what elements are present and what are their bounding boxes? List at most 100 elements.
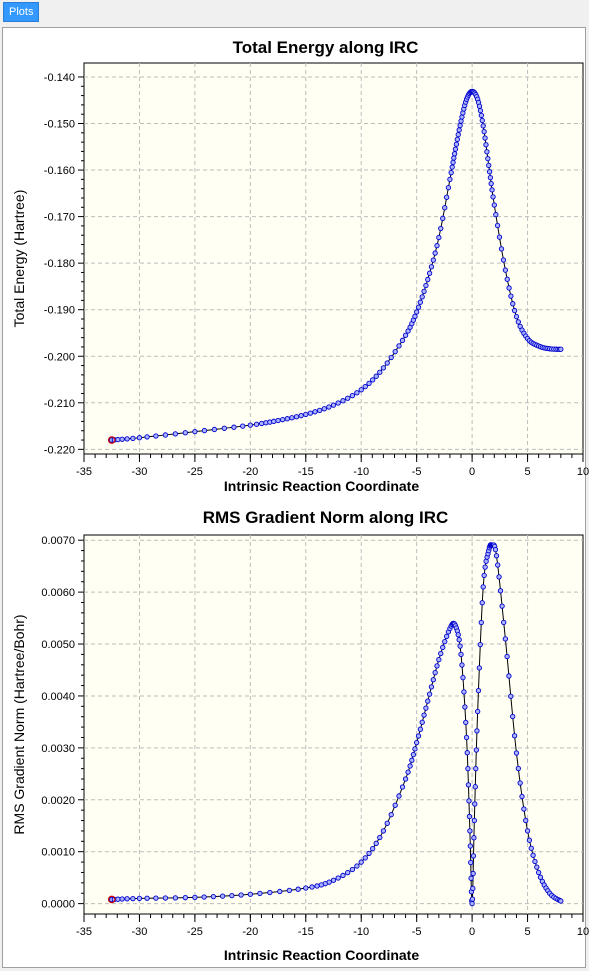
data-point (477, 107, 484, 114)
y-tick-label: -0.150 (44, 119, 75, 131)
data-point (275, 417, 281, 424)
x-tick-label: -25 (187, 466, 203, 478)
data-point (370, 377, 376, 383)
data-point (496, 234, 503, 240)
data-point (412, 313, 418, 319)
data-point (172, 431, 179, 437)
data-point (494, 222, 501, 229)
data-point (358, 387, 364, 393)
data-point (415, 304, 422, 310)
y-tick-label: 0.0040 (41, 691, 75, 703)
data-point (345, 395, 351, 401)
data-point (192, 429, 198, 435)
data-point (349, 866, 356, 873)
data-point (451, 155, 457, 161)
data-point (465, 765, 471, 772)
data-point (362, 855, 368, 861)
data-point (442, 205, 448, 211)
tab-plots[interactable]: Plots (3, 2, 40, 22)
data-point (434, 242, 440, 249)
data-point (211, 426, 218, 433)
data-point (510, 713, 516, 720)
x-tick-label: -15 (298, 466, 314, 478)
x-tick-label: 10 (577, 926, 589, 938)
data-point (558, 898, 564, 904)
data-point (426, 270, 433, 276)
chart-2: RMS Gradient Norm along IRC -35 -30 -25 -20 -… (11, 508, 589, 963)
data-point (455, 632, 461, 638)
data-point (469, 896, 476, 902)
data-point (454, 136, 460, 143)
data-point (495, 562, 501, 568)
data-point (456, 637, 462, 643)
data-point (490, 194, 496, 200)
x-tick-label: -35 (76, 466, 92, 478)
data-point (496, 574, 502, 580)
data-point (468, 875, 474, 881)
chart-1: Total Energy along IRC -35 -30 -25 -20 -15 -10… (11, 38, 589, 494)
data-point (289, 415, 295, 421)
data-point (483, 142, 489, 148)
data-point (467, 843, 473, 849)
data-point (451, 151, 458, 157)
data-point (307, 410, 314, 416)
data-point (457, 643, 463, 649)
data-point (438, 650, 444, 657)
tab-bar: Plots (0, 0, 589, 24)
data-point (443, 633, 450, 639)
data-point (443, 194, 450, 200)
data-point (417, 726, 424, 732)
data-point (399, 337, 406, 343)
data-point (428, 684, 435, 690)
data-point (335, 875, 341, 881)
data-point (506, 285, 512, 291)
data-point (466, 798, 472, 804)
data-point (419, 719, 425, 725)
data-point (472, 801, 478, 807)
data-point (314, 883, 320, 889)
data-point (502, 267, 509, 273)
data-point (515, 319, 521, 325)
data-point (271, 418, 277, 424)
data-point (440, 644, 446, 651)
y-tick-label: -0.220 (44, 444, 75, 456)
data-point (455, 131, 461, 138)
data-point (497, 588, 504, 594)
data-point (480, 123, 486, 129)
data-point (493, 553, 500, 559)
chart-title: RMS Gradient Norm along IRC (203, 508, 449, 527)
data-point (530, 852, 536, 858)
data-point (388, 811, 394, 818)
data-point (535, 869, 542, 876)
data-point (136, 435, 143, 441)
data-point (508, 293, 514, 299)
data-point (482, 135, 488, 141)
data-point (515, 765, 521, 772)
data-point (280, 416, 286, 423)
data-point (405, 769, 411, 775)
data-point (402, 332, 409, 338)
data-point (474, 728, 480, 734)
x-tick-label: -15 (298, 926, 314, 938)
data-point (447, 176, 453, 183)
data-point (491, 202, 497, 208)
data-point (238, 892, 244, 898)
data-point (483, 558, 489, 564)
data-point (115, 896, 121, 902)
y-tick-label: 0.0070 (41, 535, 75, 547)
data-point (456, 127, 462, 133)
data-point (303, 885, 309, 891)
data-point (513, 750, 520, 756)
x-tick-label: -10 (353, 466, 369, 478)
x-tick-label: -25 (187, 926, 203, 938)
x-tick-label: -5 (412, 926, 422, 938)
data-point (182, 430, 188, 436)
data-point (471, 817, 477, 824)
data-point (421, 712, 427, 718)
data-point (470, 870, 476, 877)
x-tick-label: 5 (524, 466, 530, 478)
data-point (430, 257, 436, 263)
data-point (366, 380, 372, 386)
data-point (466, 813, 473, 820)
